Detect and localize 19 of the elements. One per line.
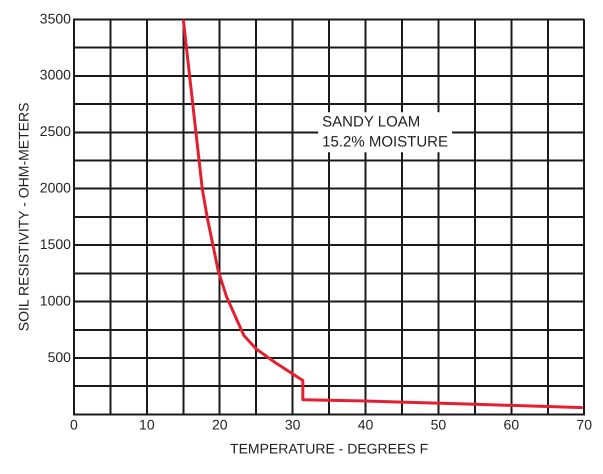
annotation: 15.2% MOISTURE: [322, 133, 448, 150]
x-tick-label: 40: [358, 416, 374, 433]
y-tick-label: 2500: [40, 123, 72, 140]
x-tick-label: 0: [70, 416, 78, 433]
y-axis-title: SOIL RESISTIVITY - OHM-METERS: [15, 102, 32, 332]
y-tick-label: 1500: [40, 236, 72, 252]
x-axis-title: TEMPERATURE - DEGREES F: [230, 440, 428, 456]
annotation: SANDY LOAM: [322, 113, 420, 130]
x-tick-label: 30: [284, 416, 301, 433]
x-tick-label: 70: [576, 416, 592, 433]
y-tick-label: 3000: [40, 66, 72, 83]
y-tick-label: 1000: [40, 292, 72, 308]
y-tick-label: 2000: [40, 180, 72, 196]
x-tick-label: 20: [212, 416, 228, 433]
y-tick-label: 3500: [40, 10, 72, 26]
y-tick-label: 500: [48, 348, 72, 365]
x-tick-label: 10: [139, 416, 155, 433]
x-tick-label: 60: [504, 416, 520, 433]
x-tick-label: 50: [430, 416, 446, 433]
